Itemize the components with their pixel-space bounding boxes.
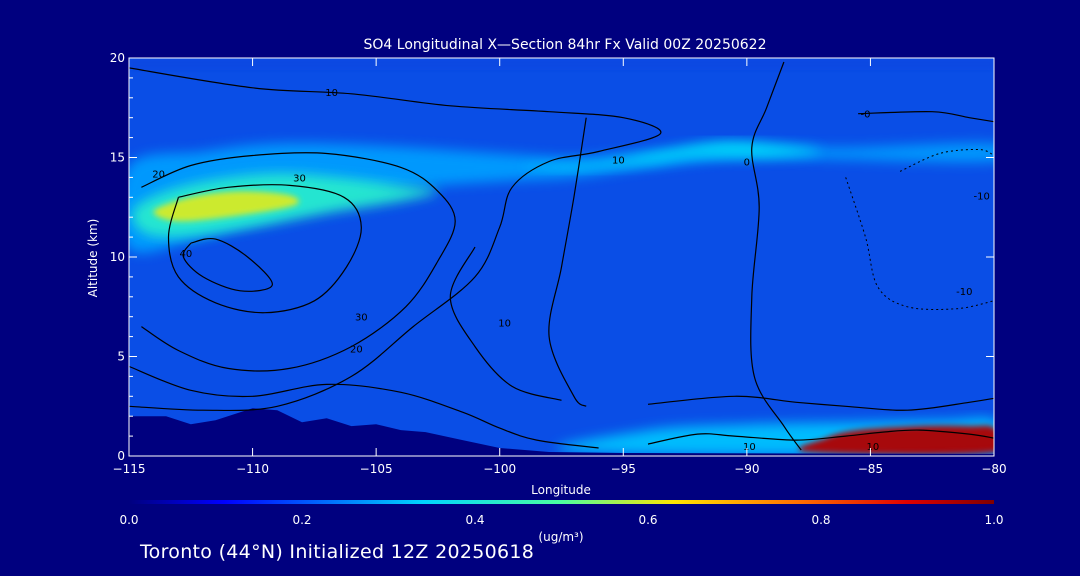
x-tick-label-4: −95	[611, 462, 636, 476]
contour-label-0: 10	[325, 88, 338, 99]
x-tick-label-6: −85	[858, 462, 883, 476]
colorbar-tick-label-4: 0.8	[811, 513, 830, 527]
contour-label-4: 30	[355, 313, 368, 324]
contour-label-11: -10	[973, 191, 989, 202]
contour-line-20-1	[141, 152, 456, 372]
plot-background	[129, 58, 994, 456]
contour-line-unlabeled-6	[858, 111, 994, 123]
contour-line-40-3	[182, 237, 273, 292]
x-tick-label-3: −100	[483, 462, 516, 476]
colorbar-ticks: 0.0 0.2 0.4 0.6 0.8 1.0	[119, 513, 1003, 527]
footer-caption: Toronto (44°N) Initialized 12Z 20250618	[140, 541, 535, 563]
contour-line-0-5	[750, 61, 802, 451]
x-tick-label-1: −110	[236, 462, 269, 476]
contour-label-7: 10	[612, 155, 625, 166]
top-shade	[129, 58, 994, 70]
contour-label-13: 10	[867, 442, 880, 453]
contour-lines	[129, 61, 994, 451]
contour-line-10-9	[548, 117, 587, 407]
colorbar-tick-label-1: 0.2	[292, 513, 311, 527]
contour-label-2: 30	[293, 173, 306, 184]
y-tick-label-2: 10	[110, 250, 125, 264]
contour-label-5: 20	[350, 345, 363, 356]
concentration-region-plume-peak	[153, 191, 300, 222]
x-tick-label-7: −80	[981, 462, 1006, 476]
contour-label-6: 10	[498, 319, 511, 330]
colorbar-tick-label-3: 0.6	[638, 513, 657, 527]
x-tick-label-5: −90	[734, 462, 759, 476]
colorbar-tick-label-5: 1.0	[984, 513, 1003, 527]
colorbar-unit-label: (ug/m³)	[538, 530, 583, 544]
y-axis: 0 5 10 15 20	[110, 51, 994, 463]
contour-label-10: -10	[956, 287, 972, 298]
contour-label-3: 40	[179, 249, 192, 260]
concentration-region-jet-segment	[524, 141, 822, 170]
contour-line-unlabeled-11	[647, 395, 994, 411]
colorbar-tick-label-0: 0.0	[119, 513, 138, 527]
chart-title: SO4 Longitudinal X—Section 84hr Fx Valid…	[364, 37, 767, 53]
x-axis: −115 −110 −105 −100 −95 −90 −85 −80	[113, 58, 1007, 476]
contour-line-30-2	[167, 184, 362, 314]
contour-line-10-0	[129, 67, 662, 412]
x-tick-label-0: −115	[113, 462, 146, 476]
y-tick-label-0: 0	[117, 449, 125, 463]
y-tick-label-3: 15	[110, 151, 125, 165]
concentration-region-upper-layer	[129, 143, 994, 254]
contour-line-unlabeled-12	[449, 246, 562, 401]
contour-line-unlabeled-10	[129, 365, 599, 449]
colorbar-tick-label-2: 0.4	[465, 513, 484, 527]
concentration-field	[129, 58, 994, 456]
terrain	[129, 408, 994, 456]
contour-label-9: -0	[860, 110, 870, 121]
contour-label-8: 0	[744, 157, 750, 168]
y-tick-label-1: 5	[117, 350, 125, 364]
concentration-region-surface-max	[798, 425, 994, 455]
y-axis-label: Altitude (km)	[86, 219, 100, 298]
y-tick-label-4: 20	[110, 51, 125, 65]
colorbar: 0.0 0.2 0.4 0.6 0.8 1.0 (ug/m³)	[119, 500, 1004, 544]
terrain-mask	[129, 408, 994, 456]
plot-area: 10 20 30 40 30 20 10 10 0 -0 -10 -10 10 10	[129, 58, 994, 456]
contour-label-1: 20	[152, 169, 165, 180]
x-tick-label-2: −105	[360, 462, 393, 476]
contour-labels: 10 20 30 40 30 20 10 10 0 -0 -10 -10 10 10	[152, 88, 990, 453]
contour-label-12: 10	[743, 442, 756, 453]
colorbar-gradient	[129, 500, 994, 504]
contour-line--10-8	[899, 148, 994, 172]
x-axis-label: Longitude	[531, 483, 591, 497]
contour-line-10-4	[647, 429, 994, 445]
